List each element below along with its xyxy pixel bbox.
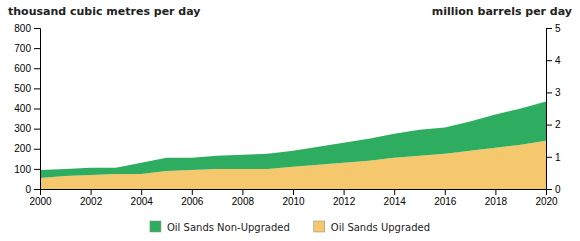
tick-label: 2002 [80, 196, 103, 207]
axis-line [34, 29, 41, 190]
tick-label: 2016 [434, 196, 457, 207]
tick-label: 2008 [232, 196, 255, 207]
tick-mark [546, 157, 552, 158]
tick-mark [546, 125, 552, 126]
tick-label: 2018 [485, 196, 508, 207]
legend-swatch [314, 221, 325, 232]
tick-label: 5 [555, 23, 561, 34]
legend-label: Oil Sands Non-Upgraded [167, 222, 290, 233]
tick: 2016 [434, 189, 457, 207]
tick-label: 200 [14, 143, 31, 154]
tick-label: 2010 [282, 196, 305, 207]
tick: 2014 [384, 189, 407, 207]
tick: 5 [546, 23, 561, 34]
tick-mark [34, 129, 40, 130]
tick: 4 [546, 55, 561, 66]
tick-label: 2012 [333, 196, 356, 207]
tick-mark [141, 189, 142, 195]
axis-line [547, 29, 553, 190]
tick-mark [34, 149, 40, 150]
tick-mark [293, 189, 294, 195]
tick-mark [91, 189, 92, 195]
tick-label: 300 [14, 123, 31, 134]
chart: 2000200220042006200820102012201420162018… [0, 0, 580, 241]
tick: 400 [14, 103, 40, 114]
tick: 300 [14, 123, 40, 134]
tick: 2010 [282, 189, 305, 207]
areas [40, 101, 546, 189]
tick-label: 4 [555, 55, 561, 66]
tick-label: 2 [555, 119, 561, 130]
tick: 2006 [181, 189, 204, 207]
plot: 2000200220042006200820102012201420162018… [14, 23, 561, 207]
legend-label: Oil Sands Upgraded [331, 222, 430, 233]
tick: 2004 [131, 189, 154, 207]
tick-label: 800 [14, 23, 31, 34]
tick-label: 0 [25, 184, 31, 195]
tick: 700 [14, 43, 40, 54]
tick-mark [34, 48, 40, 49]
tick-label: 2020 [535, 196, 558, 207]
tick-mark [242, 189, 243, 195]
tick-label: 2004 [131, 196, 154, 207]
tick: 500 [14, 83, 40, 94]
tick: 0 [546, 184, 561, 195]
tick-mark [34, 169, 40, 170]
y-axis-title: thousand cubic metres per day [8, 5, 201, 18]
legend: Oil Sands Non-Upgraded Oil Sands Upgraded [150, 221, 430, 233]
tick-mark [34, 68, 40, 69]
tick-label: 100 [14, 164, 31, 175]
tick: 200 [14, 143, 40, 154]
tick: 1 [546, 152, 561, 163]
tick-mark [344, 189, 345, 195]
legend-item: Oil Sands Non-Upgraded [150, 221, 290, 233]
tick: 2008 [232, 189, 255, 207]
tick-label: 1 [555, 152, 561, 163]
axis-line [41, 190, 547, 196]
tick: 2002 [80, 189, 103, 207]
tick-mark [546, 28, 552, 29]
tick-label: 3 [555, 87, 561, 98]
y2-axis: 0 1 2 3 4 5 [546, 23, 561, 195]
y2-axis-title: million barrels per day [432, 5, 572, 18]
tick: 2 [546, 119, 561, 130]
tick-mark [546, 189, 552, 190]
tick-label: 0 [555, 184, 561, 195]
tick-label: 500 [14, 83, 31, 94]
tick: 600 [14, 63, 40, 74]
tick-mark [34, 109, 40, 110]
tick-mark [546, 60, 552, 61]
area [40, 101, 546, 177]
x-axis: 2000 2002 2004 2006 2008 2010 2012 2014 2016 2018… [29, 189, 558, 207]
tick: 2000 [29, 189, 52, 207]
y-axis: 0 100 200 300 400 500 600 700 800 [14, 23, 40, 195]
tick: 2018 [485, 189, 508, 207]
tick-label: 700 [14, 43, 31, 54]
tick-label: 600 [14, 63, 31, 74]
tick-mark [34, 189, 40, 190]
tick: 800 [14, 23, 40, 34]
legend-item: Oil Sands Upgraded [314, 221, 430, 233]
tick: 3 [546, 87, 561, 98]
tick-label: 2014 [384, 196, 407, 207]
tick-mark [546, 92, 552, 93]
tick-label: 2000 [29, 196, 52, 207]
tick-mark [445, 189, 446, 195]
tick-mark [394, 189, 395, 195]
tick-mark [192, 189, 193, 195]
legend-swatch [150, 221, 161, 232]
tick-mark [34, 88, 40, 89]
tick: 0 [25, 184, 40, 195]
tick-mark [495, 189, 496, 195]
tick-label: 2006 [181, 196, 204, 207]
tick-mark [34, 28, 40, 29]
tick: 2012 [333, 189, 356, 207]
tick-label: 400 [14, 103, 31, 114]
tick: 100 [14, 164, 40, 175]
